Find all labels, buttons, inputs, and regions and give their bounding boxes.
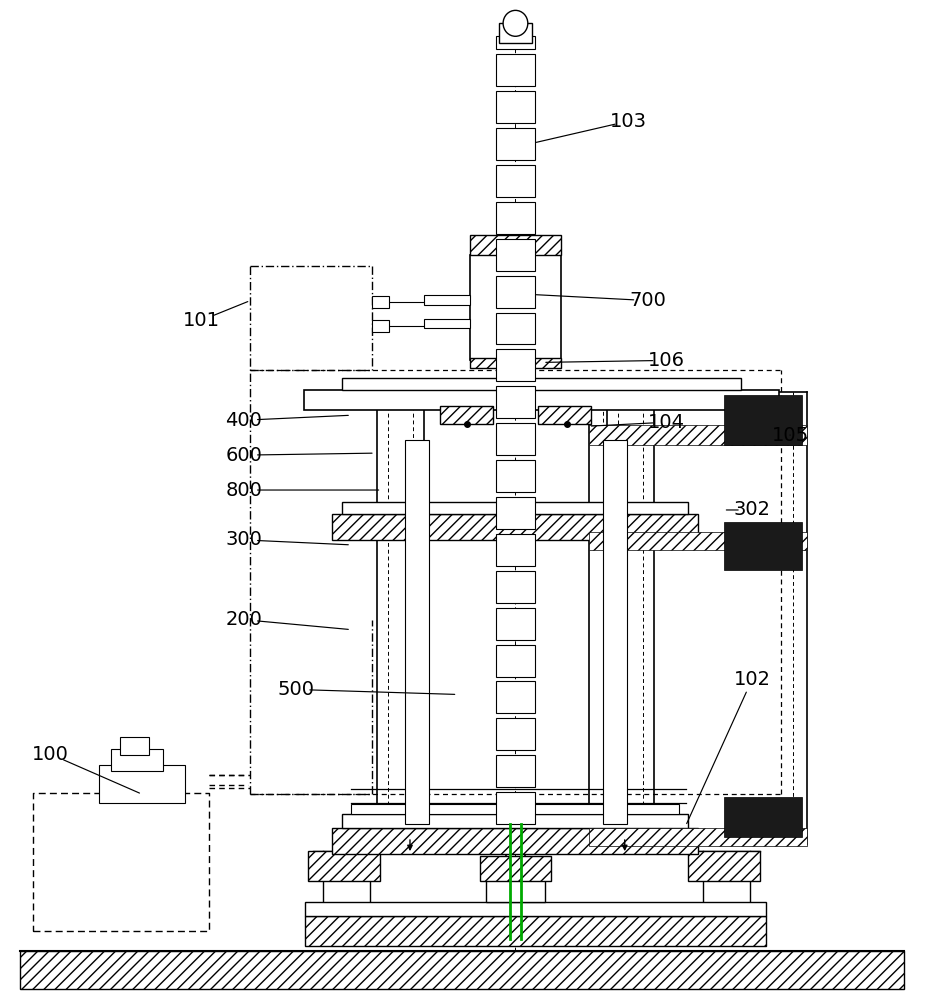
- Bar: [495, 755, 535, 787]
- Text: 101: 101: [182, 311, 219, 330]
- Bar: [723, 522, 802, 570]
- Bar: [331, 514, 697, 540]
- Bar: [495, 718, 535, 750]
- Bar: [495, 645, 535, 677]
- Bar: [304, 390, 778, 410]
- Bar: [99, 765, 185, 803]
- Bar: [495, 460, 535, 492]
- Bar: [350, 804, 678, 814]
- Bar: [495, 276, 535, 308]
- Text: 105: 105: [771, 426, 808, 445]
- Bar: [495, 349, 535, 381]
- Text: 700: 700: [628, 291, 665, 310]
- Bar: [687, 851, 759, 881]
- Bar: [331, 828, 697, 854]
- Bar: [495, 239, 535, 271]
- Bar: [495, 534, 535, 566]
- Bar: [341, 378, 740, 390]
- Bar: [480, 856, 550, 881]
- Text: 103: 103: [609, 112, 646, 131]
- Bar: [308, 851, 379, 881]
- Bar: [469, 235, 561, 255]
- Bar: [306, 916, 765, 946]
- Bar: [495, 165, 535, 197]
- Bar: [110, 749, 163, 771]
- Bar: [588, 532, 806, 550]
- Bar: [440, 406, 492, 424]
- Bar: [499, 23, 531, 43]
- Bar: [486, 857, 545, 902]
- Bar: [371, 320, 388, 332]
- Bar: [424, 295, 469, 305]
- Bar: [495, 792, 535, 824]
- Circle shape: [503, 10, 527, 36]
- Bar: [723, 395, 802, 445]
- Bar: [120, 737, 149, 755]
- Bar: [495, 497, 535, 529]
- Bar: [603, 440, 626, 824]
- Bar: [371, 296, 388, 308]
- Bar: [588, 425, 806, 445]
- Bar: [495, 36, 535, 49]
- Text: 300: 300: [225, 530, 262, 549]
- Bar: [469, 255, 561, 360]
- Text: 600: 600: [225, 446, 262, 465]
- Bar: [495, 571, 535, 603]
- Bar: [424, 319, 469, 328]
- Bar: [341, 502, 687, 514]
- Text: 106: 106: [647, 351, 684, 370]
- Bar: [495, 386, 535, 418]
- Bar: [341, 814, 687, 828]
- Bar: [495, 423, 535, 455]
- Bar: [495, 202, 535, 234]
- Bar: [405, 440, 428, 824]
- Bar: [495, 608, 535, 640]
- Text: 200: 200: [225, 610, 262, 629]
- Bar: [723, 797, 802, 837]
- Text: 302: 302: [733, 500, 770, 519]
- Bar: [495, 91, 535, 123]
- Text: 100: 100: [32, 745, 69, 764]
- Bar: [306, 902, 765, 916]
- Text: 500: 500: [277, 680, 314, 699]
- Bar: [538, 406, 590, 424]
- Bar: [588, 828, 806, 846]
- Bar: [469, 358, 561, 368]
- Text: 104: 104: [647, 413, 684, 432]
- Bar: [495, 681, 535, 713]
- Bar: [495, 313, 535, 344]
- Text: 800: 800: [225, 481, 262, 500]
- Bar: [495, 128, 535, 160]
- Bar: [495, 54, 535, 86]
- Bar: [20, 951, 903, 989]
- Text: 102: 102: [733, 670, 770, 689]
- Text: 400: 400: [225, 411, 262, 430]
